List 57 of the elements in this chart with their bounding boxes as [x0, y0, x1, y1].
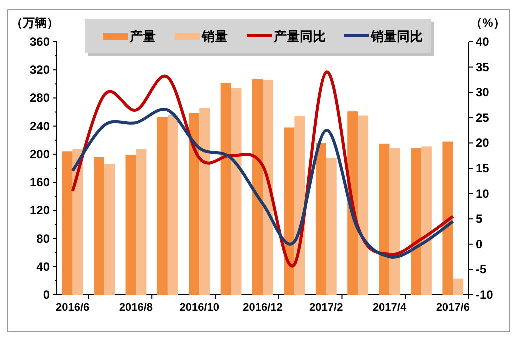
- y2-tick-label: 30: [476, 86, 490, 100]
- y2-axis-title: （%）: [470, 16, 506, 30]
- y-tick-label: 80: [36, 232, 50, 246]
- bar: [62, 152, 73, 295]
- bar: [421, 146, 432, 295]
- legend-label: 产量: [129, 29, 156, 44]
- y-tick-label: 0: [43, 288, 50, 302]
- y2-tick-label: 0: [476, 237, 483, 252]
- y-axis-title: （万辆）: [11, 16, 59, 30]
- y2-tick-label: 35: [476, 60, 490, 74]
- x-tick-label: 2016/10: [180, 302, 220, 314]
- bar: [379, 144, 390, 295]
- bar: [220, 83, 232, 295]
- x-tick-label: 2016/12: [243, 302, 283, 314]
- bar: [200, 108, 210, 295]
- x-tick-label: 2016/8: [119, 302, 154, 314]
- legend-label: 销量同比: [370, 29, 423, 44]
- bar: [411, 148, 422, 295]
- bar: [126, 155, 136, 295]
- legend-label: 产量同比: [273, 29, 326, 44]
- y-tick-label: 120: [30, 204, 50, 218]
- bar: [104, 164, 115, 295]
- y2-tick-label: -5: [476, 262, 487, 277]
- bar: [231, 88, 242, 295]
- y-tick-label: 160: [30, 176, 50, 190]
- bar: [316, 143, 326, 295]
- bar: [326, 158, 337, 295]
- bar: [442, 142, 454, 295]
- y-tick-label: 40: [36, 260, 50, 274]
- y2-tick-label: -10: [476, 288, 494, 302]
- bar: [358, 116, 369, 295]
- y-tick-label: 280: [30, 91, 50, 106]
- x-tick-label: 2017/4: [372, 302, 408, 314]
- y2-tick-label: 40: [476, 35, 490, 49]
- bar: [263, 80, 274, 295]
- x-tick-label: 2017/6: [436, 302, 470, 314]
- y2-tick-label: 20: [476, 136, 490, 150]
- legend-label: 销量: [201, 29, 228, 44]
- bar: [157, 117, 168, 295]
- bar: [252, 79, 263, 295]
- bar: [168, 115, 178, 295]
- bar: [390, 148, 400, 295]
- y-tick-label: 360: [30, 35, 50, 49]
- y2-tick-label: 15: [476, 162, 490, 176]
- y-tick-label: 240: [30, 119, 50, 134]
- bar: [453, 278, 464, 295]
- bar: [284, 128, 295, 295]
- x-tick-label: 2017/2: [310, 302, 344, 314]
- y2-tick-label: 25: [476, 110, 490, 125]
- y2-tick-label: 10: [476, 186, 490, 201]
- bar: [189, 112, 200, 295]
- y-tick-label: 200: [30, 147, 50, 162]
- bar: [136, 150, 147, 295]
- y2-tick-label: 5: [476, 212, 483, 226]
- x-tick-label: 2016/6: [56, 302, 90, 314]
- y-tick-label: 320: [30, 63, 50, 78]
- bar: [94, 157, 105, 295]
